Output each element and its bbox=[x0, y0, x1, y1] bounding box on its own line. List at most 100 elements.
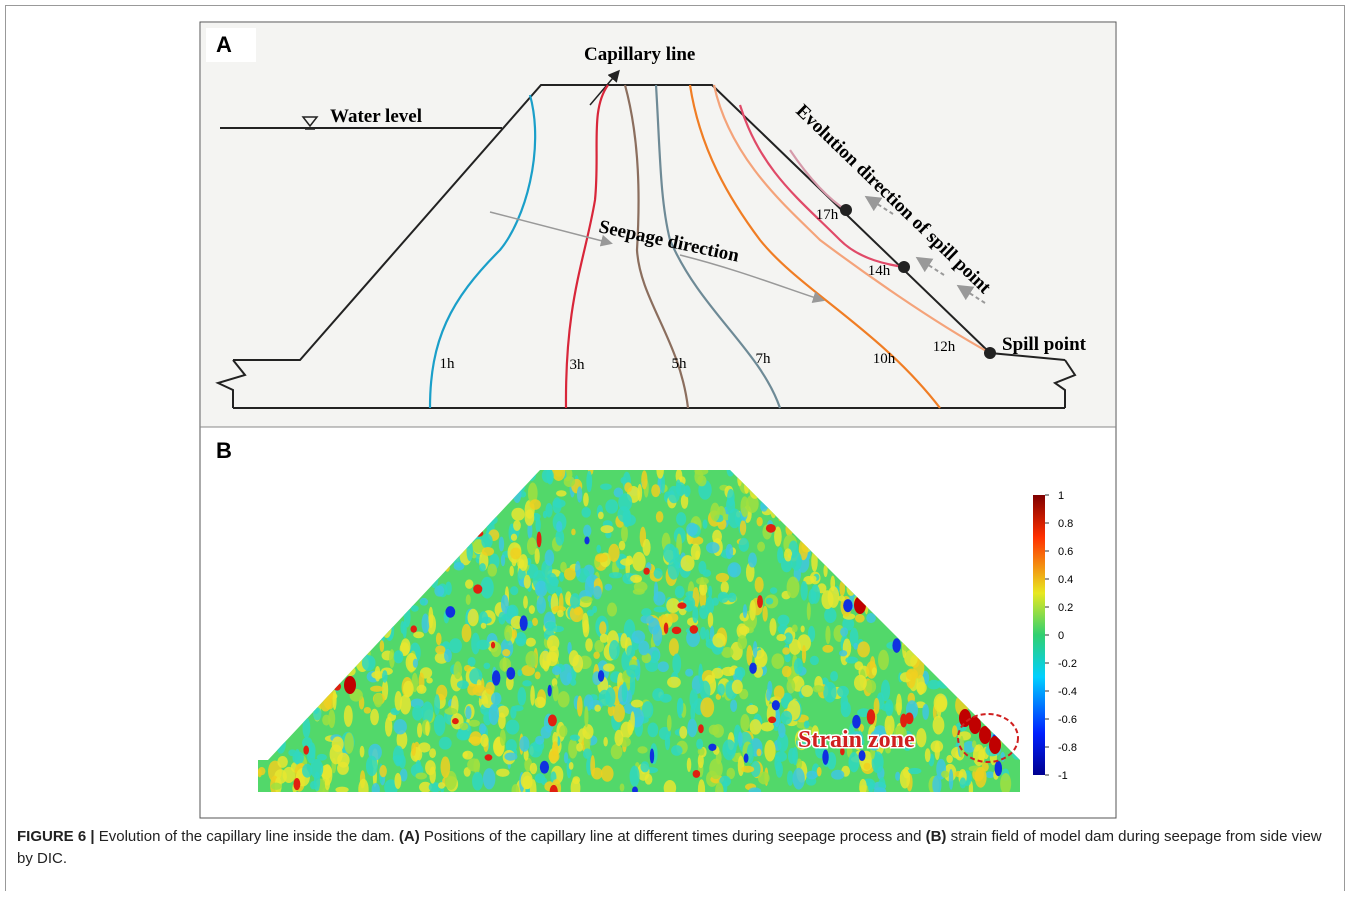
strain-blob bbox=[996, 561, 1003, 578]
strain-blob bbox=[445, 561, 450, 571]
strain-blob bbox=[1006, 621, 1018, 630]
strain-blob bbox=[444, 523, 457, 534]
strain-blob bbox=[859, 543, 871, 563]
strain-blob bbox=[985, 628, 991, 637]
strain-blob bbox=[831, 770, 844, 780]
strain-blob bbox=[995, 761, 1002, 776]
strain-blob bbox=[324, 570, 331, 581]
caption-a-text: Positions of the capillary line at diffe… bbox=[424, 828, 922, 845]
strain-blob bbox=[728, 508, 741, 528]
strain-blob bbox=[800, 478, 805, 489]
strain-blob bbox=[489, 704, 499, 725]
strain-blob bbox=[395, 520, 406, 531]
strain-blob bbox=[271, 783, 282, 790]
strain-blob bbox=[921, 511, 932, 530]
strain-blob bbox=[870, 553, 881, 569]
strain-blob bbox=[863, 483, 867, 491]
strain-blob bbox=[900, 769, 910, 789]
strain-blob bbox=[1012, 746, 1024, 760]
strain-blob bbox=[465, 490, 476, 512]
strain-blob bbox=[270, 718, 280, 740]
strain-blob bbox=[835, 510, 848, 518]
colorbar-tick-label: 1 bbox=[1058, 490, 1064, 502]
strain-blob bbox=[473, 468, 479, 477]
strain-blob bbox=[855, 584, 864, 592]
strain-blob bbox=[957, 589, 967, 608]
strain-blob bbox=[391, 537, 405, 558]
strain-zone-label: Strain zone bbox=[798, 727, 915, 753]
strain-blob bbox=[845, 550, 852, 562]
strain-blob bbox=[461, 533, 469, 549]
strain-blob bbox=[380, 619, 384, 640]
strain-blob bbox=[777, 488, 784, 496]
strain-blob bbox=[463, 514, 475, 523]
strain-blob bbox=[491, 692, 501, 705]
strain-blob bbox=[389, 511, 399, 523]
colorbar-tick-label: -0.6 bbox=[1058, 714, 1077, 726]
strain-blob bbox=[687, 719, 697, 738]
strain-blob bbox=[278, 520, 291, 529]
strain-blob bbox=[585, 638, 593, 651]
strain-blob bbox=[914, 555, 922, 576]
strain-blob bbox=[336, 600, 346, 616]
strain-blob bbox=[439, 516, 450, 533]
strain-blob bbox=[933, 716, 945, 735]
strain-blob bbox=[801, 685, 813, 697]
strain-blob bbox=[905, 712, 913, 724]
strain-blob bbox=[289, 654, 300, 672]
strain-blob bbox=[349, 610, 356, 620]
strain-blob bbox=[853, 472, 860, 482]
strain-blob bbox=[970, 514, 975, 524]
strain-blob bbox=[410, 625, 417, 632]
strain-blob bbox=[979, 587, 986, 597]
strain-blob bbox=[332, 634, 341, 648]
strain-blob bbox=[258, 684, 263, 702]
strain-blob bbox=[823, 565, 827, 578]
strain-blob bbox=[416, 502, 427, 513]
strain-blob bbox=[525, 651, 537, 667]
strain-blob bbox=[376, 494, 381, 515]
strain-blob bbox=[949, 657, 954, 679]
strain-blob bbox=[481, 534, 492, 549]
strain-blob bbox=[613, 704, 625, 723]
strain-blob bbox=[795, 478, 799, 488]
strain-blob bbox=[935, 600, 945, 616]
strain-blob bbox=[727, 489, 735, 506]
strain-blob bbox=[288, 591, 294, 611]
strain-blob bbox=[471, 468, 475, 479]
strain-blob bbox=[273, 472, 279, 491]
strain-blob bbox=[652, 688, 664, 701]
strain-blob bbox=[517, 670, 522, 677]
strain-blob bbox=[995, 711, 1008, 731]
strain-blob bbox=[776, 761, 783, 777]
strain-blob bbox=[699, 605, 708, 619]
strain-blob bbox=[337, 541, 349, 559]
strain-blob bbox=[960, 777, 967, 788]
strain-blob bbox=[583, 492, 589, 506]
strain-blob bbox=[290, 484, 302, 495]
strain-blob bbox=[291, 584, 305, 604]
strain-blob bbox=[583, 748, 592, 759]
strain-blob bbox=[787, 577, 800, 599]
strain-blob bbox=[520, 475, 525, 487]
strain-blob bbox=[664, 622, 669, 633]
strain-blob bbox=[830, 576, 835, 592]
strain-blob bbox=[722, 739, 736, 760]
strain-blob bbox=[552, 463, 565, 481]
strain-blob bbox=[766, 598, 774, 605]
strain-blob bbox=[404, 542, 411, 556]
strain-blob bbox=[280, 513, 286, 526]
strain-blob bbox=[778, 723, 785, 738]
strain-blob bbox=[740, 714, 749, 731]
strain-blob bbox=[762, 606, 767, 622]
strain-blob bbox=[916, 641, 920, 649]
strain-blob bbox=[324, 616, 329, 625]
strain-blob bbox=[453, 511, 457, 530]
strain-blob bbox=[402, 576, 411, 588]
strain-blob bbox=[676, 479, 681, 494]
strain-blob bbox=[532, 618, 538, 626]
strain-blob bbox=[279, 541, 284, 550]
strain-blob bbox=[637, 484, 642, 501]
strain-blob bbox=[779, 470, 791, 491]
strain-blob bbox=[885, 557, 898, 577]
